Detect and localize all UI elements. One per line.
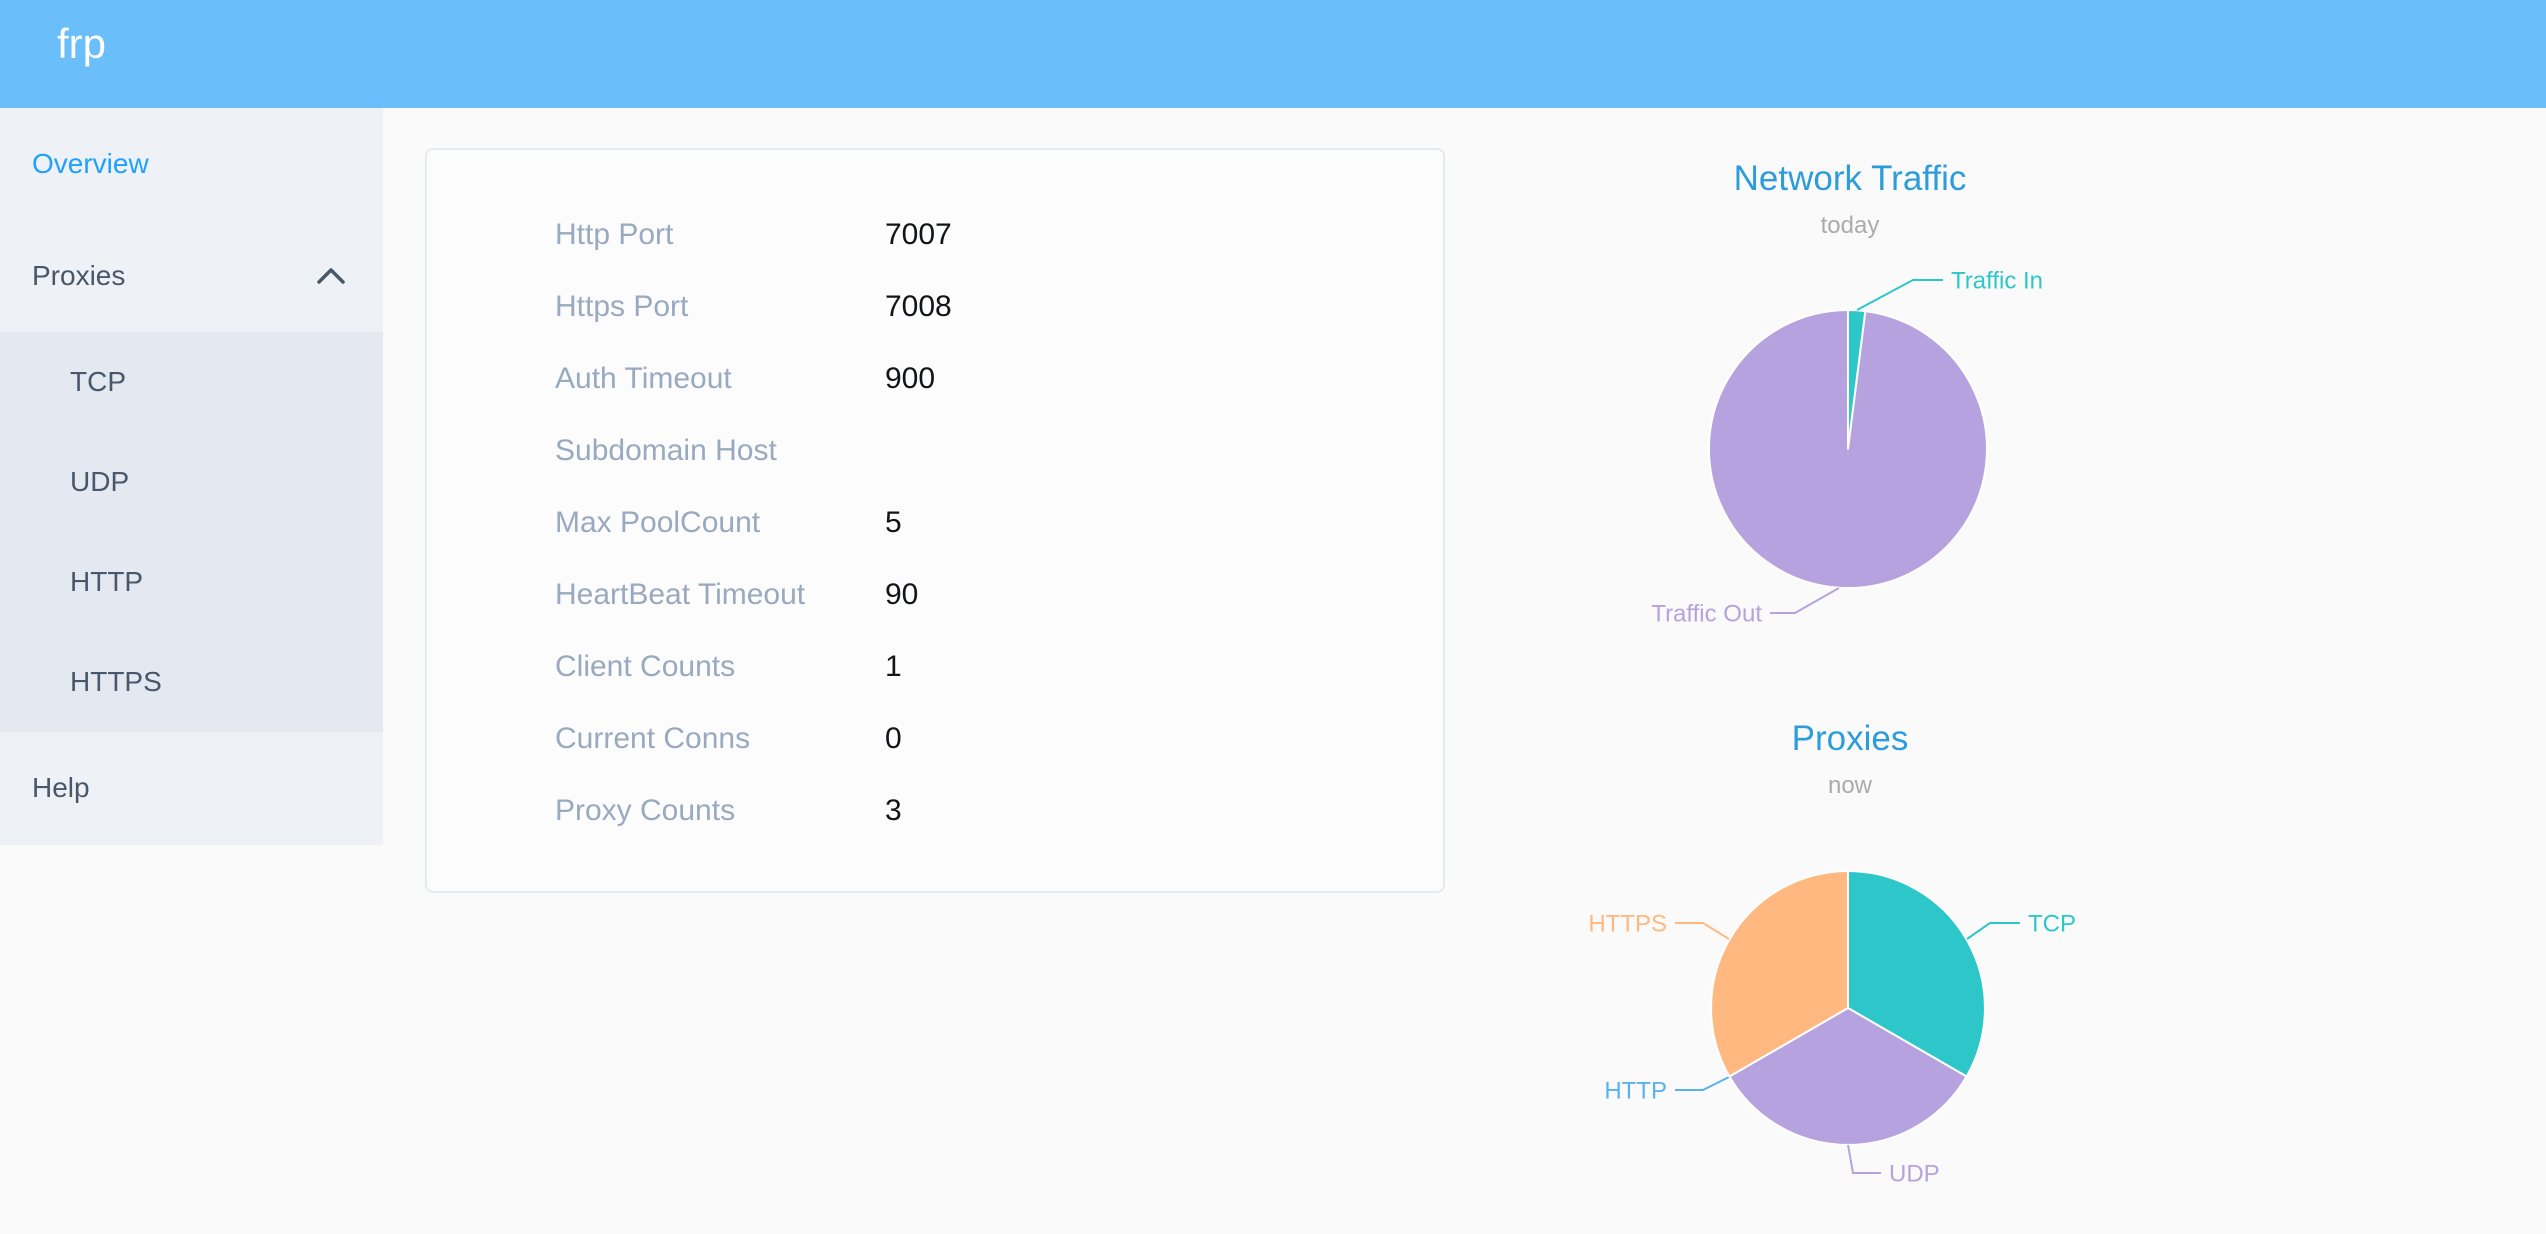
proxies-chart: Proxies now TCP UDP HTTP HTTPS	[1500, 690, 2200, 1234]
pie-label-https: HTTPS	[1588, 911, 1667, 938]
pie-slice-udp[interactable]	[1728, 1007, 1968, 1146]
pie-slice-https[interactable]	[1710, 870, 1849, 1078]
config-row: Max PoolCount 5	[427, 487, 1443, 559]
sidebar-item-http[interactable]: HTTP	[0, 532, 383, 632]
config-row: Subdomain Host	[427, 415, 1443, 487]
config-label: Https Port	[555, 290, 689, 323]
app-header: frp	[0, 0, 2546, 108]
pie-label-line-traffic-in	[1856, 279, 1943, 311]
chart-title: Network Traffic	[1733, 159, 1967, 198]
network-traffic-pie[interactable]: Traffic In Traffic Out	[1500, 130, 2200, 690]
config-value: 1	[885, 650, 902, 683]
sidebar-item-label: Help	[32, 772, 90, 803]
sidebar-item-tcp[interactable]: TCP	[0, 332, 383, 432]
sidebar-item-udp[interactable]: UDP	[0, 432, 383, 532]
pie-label-http: HTTP	[1604, 1078, 1667, 1105]
config-row: Https Port 7008	[427, 271, 1443, 343]
config-value: 900	[885, 362, 936, 395]
sidebar: Overview Proxies TCP UDP HTTP HTTPS Help	[0, 108, 383, 845]
config-label: Client Counts	[555, 650, 736, 683]
config-row: Http Port 7007	[427, 199, 1443, 271]
config-value: 3	[885, 794, 902, 827]
sidebar-item-label: Proxies	[32, 260, 126, 291]
sidebar-item-label: UDP	[70, 466, 130, 497]
pie-label-line-udp	[1847, 1144, 1881, 1174]
proxies-pie[interactable]: TCP UDP HTTP HTTPS	[1500, 690, 2200, 1234]
config-value: 5	[885, 506, 902, 539]
config-row: Proxy Counts 3	[427, 775, 1443, 847]
config-value: 7007	[885, 218, 952, 251]
chart-title: Proxies	[1791, 719, 1909, 758]
config-value: 7008	[885, 290, 952, 323]
app-logo: frp	[57, 20, 107, 67]
sidebar-item-overview[interactable]: Overview	[0, 108, 383, 220]
config-label: Auth Timeout	[555, 362, 732, 395]
pie-label-line-https	[1675, 922, 1730, 940]
sidebar-item-help[interactable]: Help	[0, 732, 383, 844]
config-label: Proxy Counts	[555, 794, 736, 827]
config-label: Current Conns	[555, 722, 751, 755]
config-label: Http Port	[555, 218, 674, 251]
config-value: 90	[885, 578, 919, 611]
pie-label-line-tcp	[1966, 922, 2020, 940]
pie-label-line-http	[1675, 1076, 1730, 1091]
config-value: 0	[885, 722, 902, 755]
config-row: Client Counts 1	[427, 631, 1443, 703]
pie-slice-traffic-out[interactable]	[1708, 309, 1988, 589]
config-row: Current Conns 0	[427, 703, 1443, 775]
sidebar-item-proxies[interactable]: Proxies	[0, 220, 383, 332]
pie-label-traffic-out: Traffic Out	[1651, 601, 1762, 628]
config-label: HeartBeat Timeout	[555, 578, 806, 611]
config-label: Max PoolCount	[555, 506, 761, 539]
server-config-card: Http Port 7007 Https Port 7008 Auth Time…	[425, 148, 1445, 893]
sidebar-item-label: Overview	[32, 148, 149, 179]
sidebar-item-label: HTTP	[70, 566, 144, 597]
chart-subtitle: today	[1820, 212, 1880, 239]
config-label: Subdomain Host	[555, 434, 777, 467]
pie-label-udp: UDP	[1889, 1161, 1940, 1188]
chevron-up-icon[interactable]	[317, 268, 345, 284]
pie-label-line-traffic-out	[1770, 587, 1840, 614]
sidebar-item-label: HTTPS	[70, 666, 162, 697]
pie-slice-tcp[interactable]	[1847, 870, 1986, 1078]
pie-label-tcp: TCP	[2028, 911, 2076, 938]
chart-subtitle: now	[1827, 772, 1873, 799]
sidebar-submenu-proxies: TCP UDP HTTP HTTPS	[0, 332, 383, 732]
network-traffic-chart: Network Traffic today Traffic In Traffic …	[1500, 130, 2200, 690]
pie-label-traffic-in: Traffic In	[1951, 268, 2043, 295]
sidebar-item-https[interactable]: HTTPS	[0, 632, 383, 732]
sidebar-item-label: TCP	[70, 366, 126, 397]
config-row: Auth Timeout 900	[427, 343, 1443, 415]
config-row: HeartBeat Timeout 90	[427, 559, 1443, 631]
